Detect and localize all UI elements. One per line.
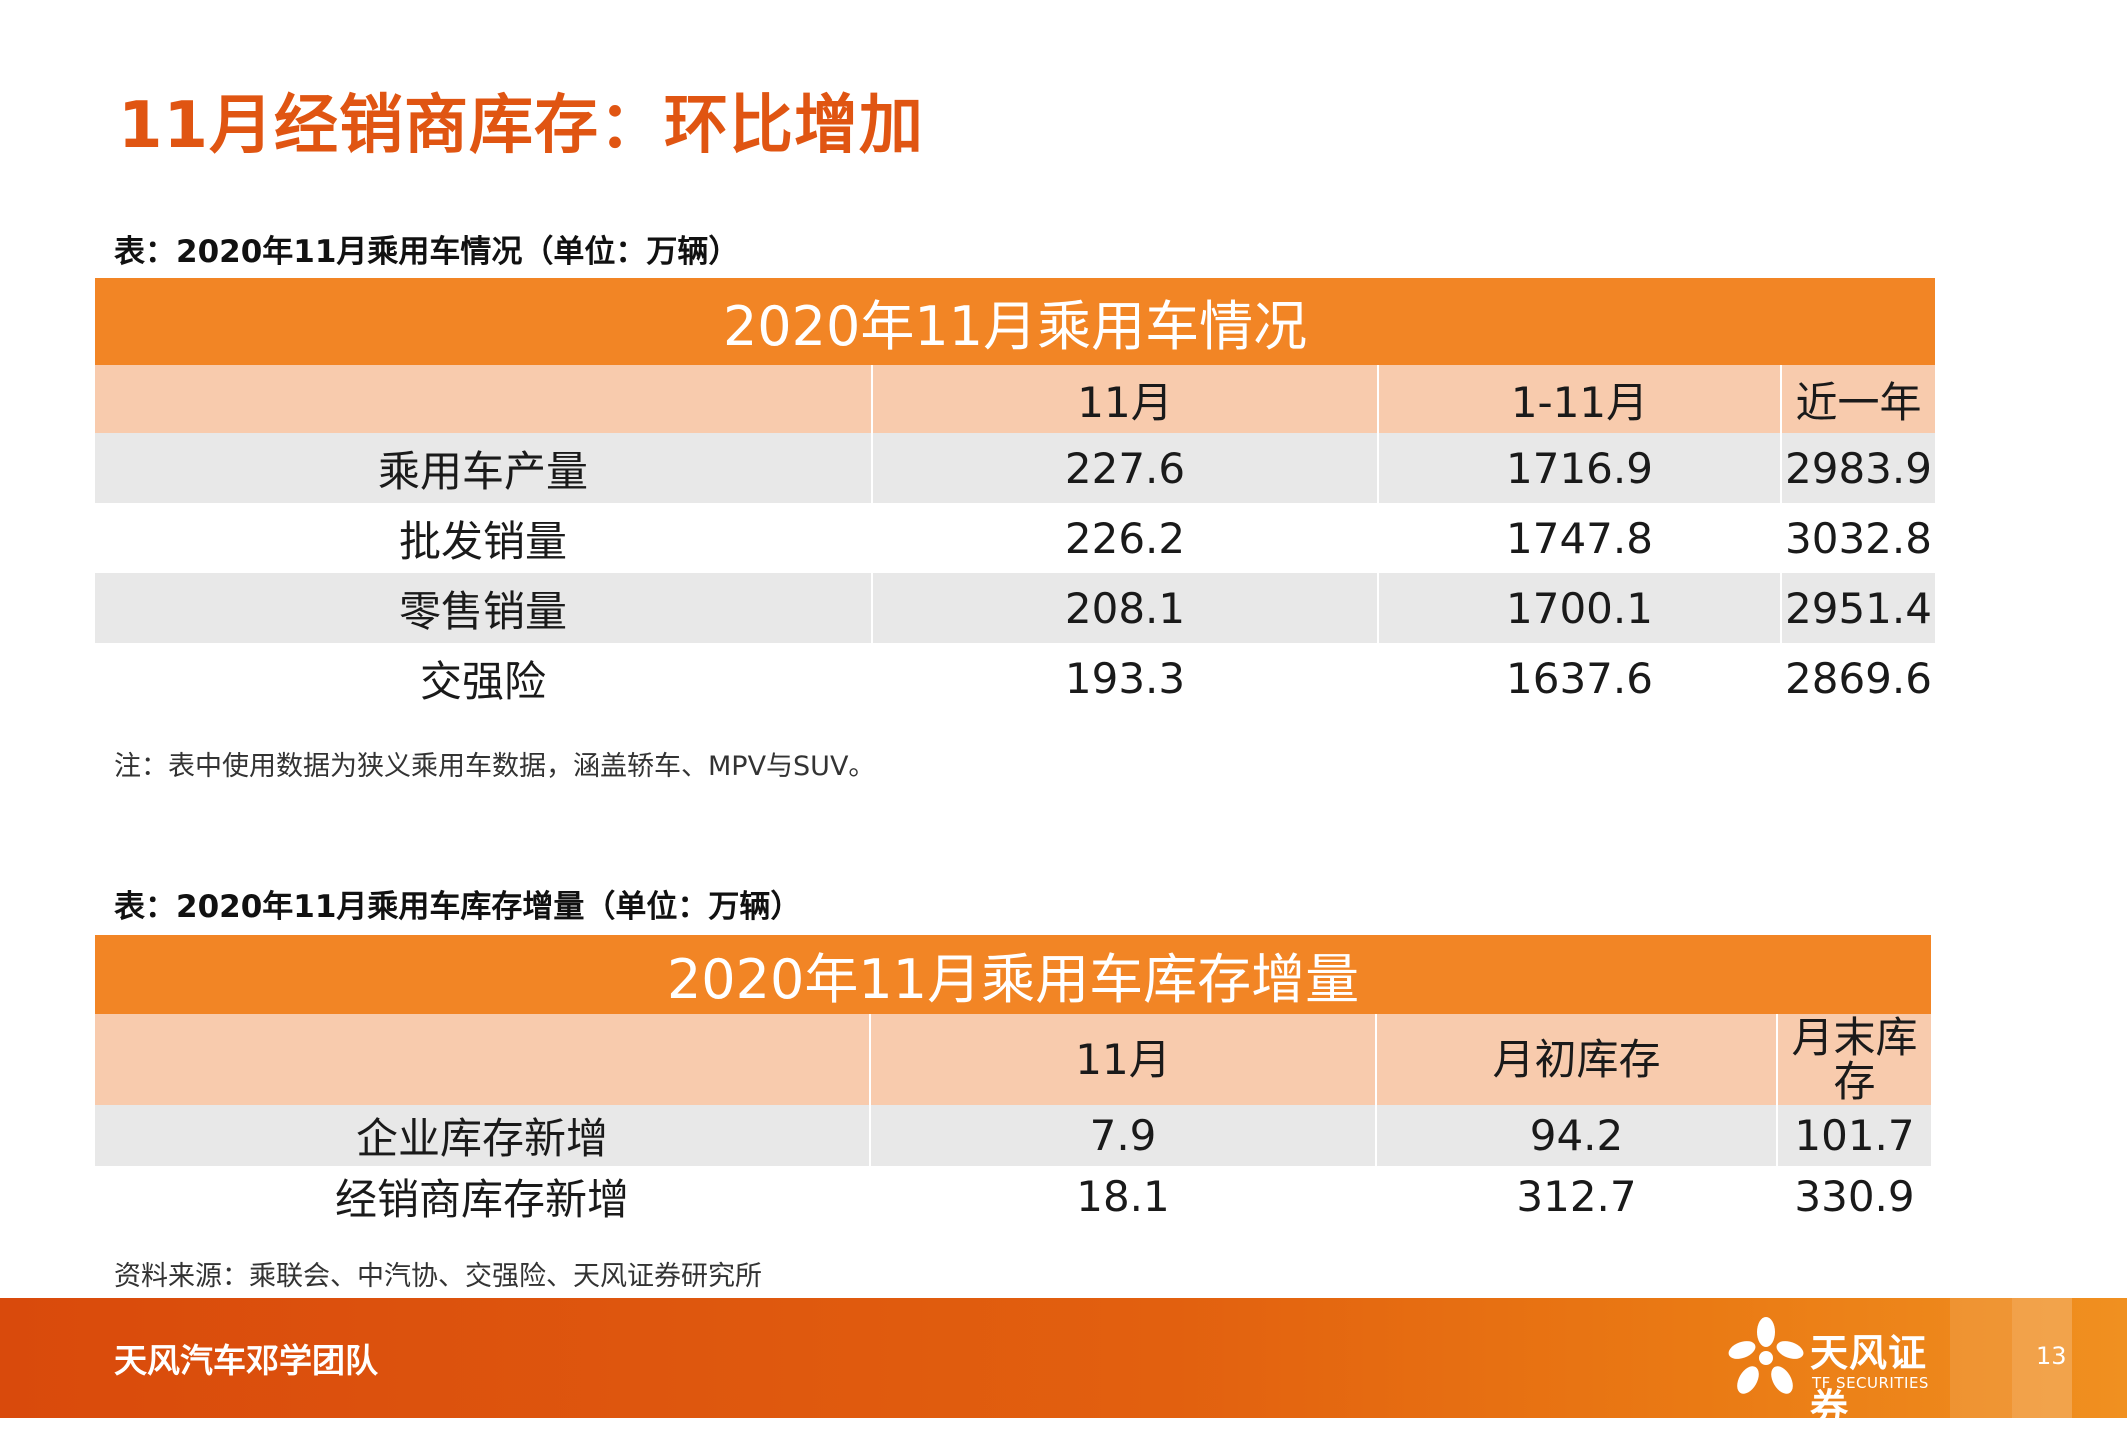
cell-value: 312.7: [1375, 1166, 1777, 1227]
table2-header: 2020年11月乘用车库存增量: [95, 935, 1932, 1014]
cell-value: 2869.6: [1779, 643, 1936, 713]
footer-decor-block: [2012, 1298, 2072, 1418]
footer-bar: 天风汽车邓学团队 天风证券 TF SECURITIES 13: [0, 1298, 2127, 1430]
table-row: 批发销量 226.2 1747.8 3032.8: [95, 503, 1936, 573]
row-label: 乘用车产量: [95, 433, 872, 503]
cell-value: 193.3: [871, 643, 1378, 713]
passenger-car-table: 2020年11月乘用车情况 11月 1-11月 近一年 乘用车产量 227.6 …: [95, 278, 1936, 713]
page-title: 11月经销商库存：环比增加: [118, 89, 925, 163]
cell-value: 3032.8: [1779, 503, 1936, 573]
row-label: 企业库存新增: [95, 1105, 870, 1166]
source-note: 资料来源：乘联会、中汽协、交强险、天风证券研究所: [114, 1261, 762, 1292]
column-header-closing-stock: 月末库存: [1775, 1014, 1932, 1105]
table-row: 零售销量 208.1 1700.1 2951.4: [95, 573, 1936, 643]
cell-value: 226.2: [871, 503, 1378, 573]
inventory-table: 2020年11月乘用车库存增量 11月 月初库存 月末库存 企业库存新增 7.9…: [95, 935, 1932, 1227]
cell-value: 2983.9: [1779, 433, 1936, 503]
company-logo: 天风证券 TF SECURITIES: [1722, 1316, 1962, 1430]
cell-value: 1637.6: [1377, 643, 1781, 713]
cell-value: 7.9: [869, 1105, 1376, 1166]
table2-caption: 表：2020年11月乘用车库存增量（单位：万辆）: [114, 889, 802, 925]
page-number: 13: [2036, 1342, 2067, 1370]
row-label: 批发销量: [95, 503, 872, 573]
footer-decor-block: [1950, 1298, 2012, 1418]
table-row: 乘用车产量 227.6 1716.9 2983.9: [95, 433, 1936, 503]
table1-caption: 表：2020年11月乘用车情况（单位：万辆）: [114, 234, 740, 270]
table-row: 企业库存新增 7.9 94.2 101.7: [95, 1105, 1932, 1166]
row-label: 交强险: [95, 643, 872, 713]
cell-value: 94.2: [1375, 1105, 1777, 1166]
cell-value: 208.1: [871, 573, 1378, 643]
column-header-blank: [95, 1014, 870, 1105]
column-header-month: 11月: [869, 1014, 1376, 1105]
column-header-ytd: 1-11月: [1377, 365, 1781, 433]
column-header-blank: [95, 365, 872, 433]
column-header-last-year: 近一年: [1779, 365, 1936, 433]
flower-logo-icon: [1728, 1317, 1804, 1394]
cell-value: 18.1: [869, 1166, 1376, 1227]
table-row: 经销商库存新增 18.1 312.7 330.9: [95, 1166, 1932, 1227]
row-label: 零售销量: [95, 573, 872, 643]
row-label: 经销商库存新增: [95, 1166, 870, 1227]
cell-value: 1716.9: [1377, 433, 1781, 503]
table1-note: 注：表中使用数据为狭义乘用车数据，涵盖轿车、MPV与SUV。: [114, 751, 876, 782]
column-header-month: 11月: [871, 365, 1378, 433]
cell-value: 1747.8: [1377, 503, 1781, 573]
table-row: 交强险 193.3 1637.6 2869.6: [95, 643, 1936, 713]
footer-team-name: 天风汽车邓学团队: [114, 1341, 378, 1380]
cell-value: 101.7: [1775, 1105, 1932, 1166]
column-header-opening-stock: 月初库存: [1375, 1014, 1777, 1105]
cell-value: 2951.4: [1779, 573, 1936, 643]
cell-value: 1700.1: [1377, 573, 1781, 643]
cell-value: 227.6: [871, 433, 1378, 503]
cell-value: 330.9: [1775, 1166, 1932, 1227]
logo-text-en: TF SECURITIES: [1812, 1374, 1929, 1392]
table1-header: 2020年11月乘用车情况: [95, 278, 1936, 365]
